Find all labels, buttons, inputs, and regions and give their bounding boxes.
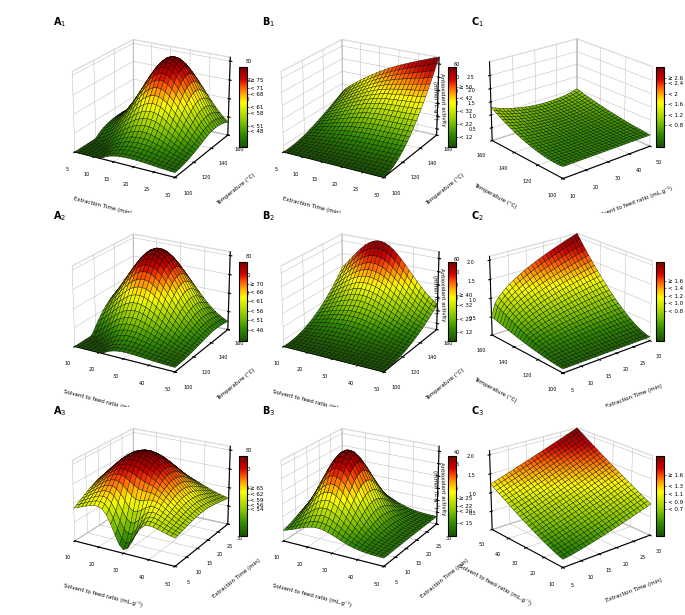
- Text: A$_2$: A$_2$: [53, 209, 66, 223]
- X-axis label: Extraction Time (min): Extraction Time (min): [605, 577, 663, 603]
- Text: C$_1$: C$_1$: [471, 15, 484, 29]
- Text: C$_3$: C$_3$: [471, 404, 484, 418]
- Text: A$_3$: A$_3$: [53, 404, 66, 418]
- Y-axis label: Temperature (°C): Temperature (°C): [473, 183, 518, 209]
- Text: C$_2$: C$_2$: [471, 209, 484, 223]
- Y-axis label: Solvent to feed ratio (mL.g⁻¹): Solvent to feed ratio (mL.g⁻¹): [458, 563, 533, 607]
- Y-axis label: Temperature (°C): Temperature (°C): [425, 173, 465, 207]
- Text: A$_1$: A$_1$: [53, 15, 66, 29]
- X-axis label: Extraction Time (min): Extraction Time (min): [282, 196, 341, 216]
- X-axis label: Solvent to feed ratio (mL.g⁻¹): Solvent to feed ratio (mL.g⁻¹): [272, 388, 352, 414]
- X-axis label: Solvent to feed ratio (mL.g⁻¹): Solvent to feed ratio (mL.g⁻¹): [63, 388, 143, 414]
- Text: B$_2$: B$_2$: [262, 209, 275, 223]
- Y-axis label: Temperature (°C): Temperature (°C): [473, 377, 518, 404]
- X-axis label: Solvent to feed ratio (mL.g⁻¹): Solvent to feed ratio (mL.g⁻¹): [595, 184, 673, 218]
- Y-axis label: Temperature (°C): Temperature (°C): [425, 367, 465, 401]
- Text: B$_3$: B$_3$: [262, 404, 275, 418]
- Y-axis label: Temperature (°C): Temperature (°C): [216, 173, 256, 207]
- Y-axis label: Extraction Time (min): Extraction Time (min): [421, 558, 470, 599]
- X-axis label: Solvent to feed ratio (mL.g⁻¹): Solvent to feed ratio (mL.g⁻¹): [63, 582, 143, 608]
- X-axis label: Extraction Time (min): Extraction Time (min): [605, 383, 663, 409]
- Y-axis label: Extraction Time (min): Extraction Time (min): [212, 558, 261, 599]
- X-axis label: Solvent to feed ratio (mL.g⁻¹): Solvent to feed ratio (mL.g⁻¹): [272, 582, 352, 608]
- X-axis label: Extraction Time (min): Extraction Time (min): [73, 196, 132, 216]
- Text: B$_1$: B$_1$: [262, 15, 275, 29]
- Y-axis label: Temperature (°C): Temperature (°C): [216, 367, 256, 401]
